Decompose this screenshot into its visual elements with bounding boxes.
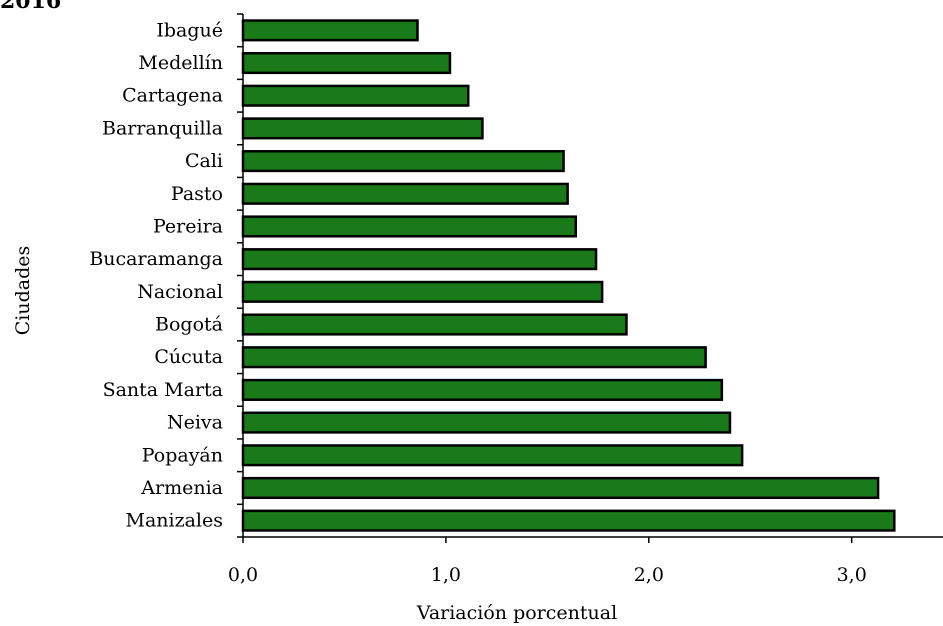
bar xyxy=(241,182,569,205)
bar xyxy=(241,117,484,140)
category-label: Neiva xyxy=(167,412,223,434)
category-label: Cali xyxy=(185,150,223,172)
category-label: Pasto xyxy=(171,183,223,205)
category-label: Barranquilla xyxy=(102,117,223,139)
bar xyxy=(241,248,598,271)
category-label: Manizales xyxy=(125,510,223,532)
bar xyxy=(241,346,707,369)
category-label: Pereira xyxy=(153,215,223,237)
x-axis-title: Variación porcentual xyxy=(416,602,617,624)
y-axis-title: Ciudades xyxy=(12,246,34,336)
chart-title: 2016 xyxy=(0,0,62,14)
x-tick-label: 2,0 xyxy=(634,564,664,586)
bar xyxy=(241,509,896,532)
x-tick-label: 3,0 xyxy=(837,564,867,586)
category-label: Cúcuta xyxy=(154,346,223,368)
category-label: Armenia xyxy=(140,477,223,499)
category-label: Nacional xyxy=(137,281,223,303)
category-label: Popayán xyxy=(142,444,223,466)
x-tick-label: 1,0 xyxy=(431,564,461,586)
bar xyxy=(241,215,578,238)
bar xyxy=(241,84,470,107)
category-label: Santa Marta xyxy=(103,379,223,401)
category-label: Cartagena xyxy=(122,85,223,107)
category-label: Medellín xyxy=(138,52,223,74)
bar xyxy=(241,280,604,303)
bar xyxy=(241,476,880,500)
bar xyxy=(241,19,419,42)
category-label: Bucaramanga xyxy=(89,248,223,270)
category-label: Bogotá xyxy=(155,314,223,336)
bar xyxy=(241,444,744,467)
category-label: Ibagué xyxy=(156,19,223,41)
bar xyxy=(241,411,732,434)
x-tick-label: 0,0 xyxy=(228,564,258,586)
bar xyxy=(241,150,565,173)
bar xyxy=(241,378,724,401)
bar xyxy=(241,313,628,336)
bar xyxy=(241,51,452,75)
